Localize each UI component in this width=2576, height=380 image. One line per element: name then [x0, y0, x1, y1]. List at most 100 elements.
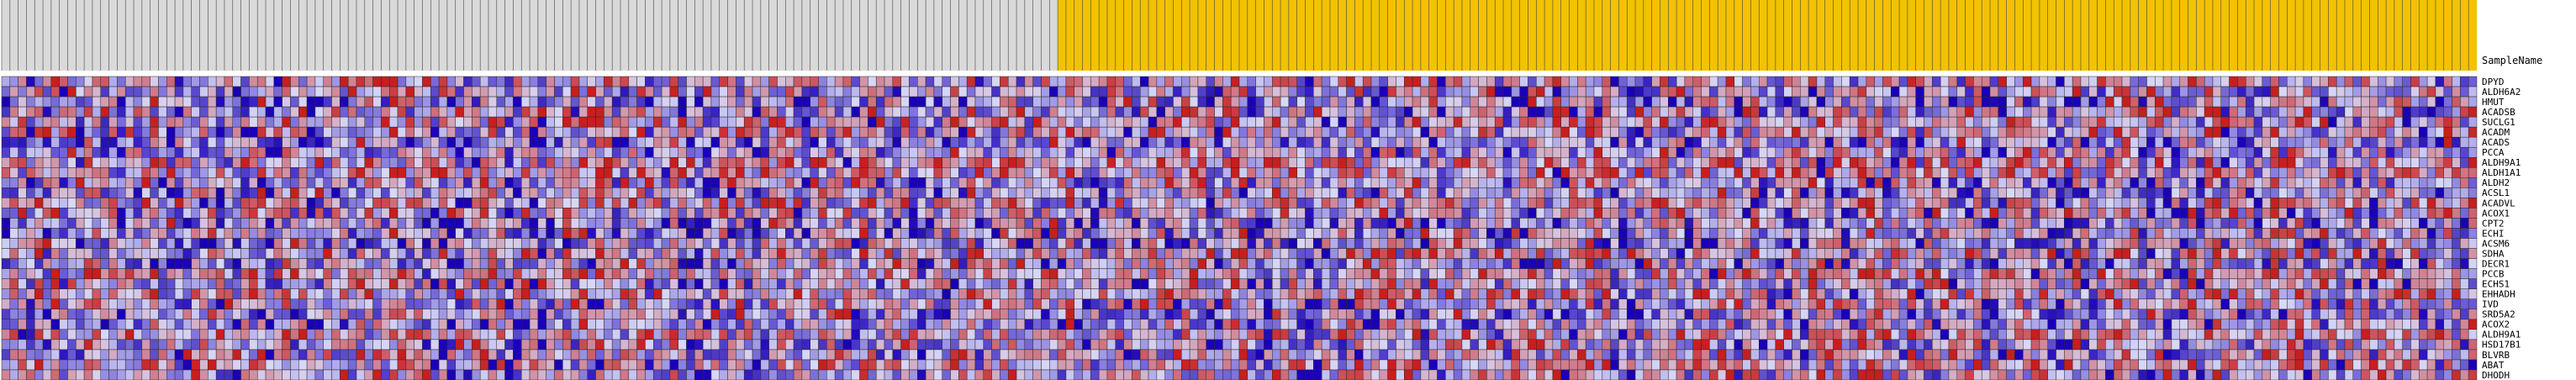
heatmap-cell — [875, 76, 885, 87]
heatmap-cell — [504, 198, 514, 208]
heatmap-cell — [340, 116, 349, 128]
heatmap-cell — [2039, 198, 2048, 208]
heatmap-cell — [2460, 86, 2469, 98]
heatmap-cell — [1932, 208, 1941, 219]
heatmap-cell — [2270, 76, 2279, 87]
heatmap-cell — [513, 106, 522, 118]
heatmap-cell — [678, 96, 687, 108]
heatmap-cell — [1346, 106, 1355, 118]
heatmap-cell — [834, 177, 844, 188]
heatmap-cell — [1519, 177, 1528, 188]
heatmap-cell — [191, 86, 200, 98]
heatmap-cell — [1660, 106, 1669, 118]
heatmap-cell — [562, 86, 572, 98]
heatmap-cell — [1478, 146, 1487, 158]
heatmap-cell — [1181, 157, 1190, 168]
heatmap-cell — [1775, 146, 1784, 158]
heatmap-cell — [875, 86, 885, 98]
heatmap-cell — [1511, 146, 1520, 158]
heatmap-cell — [2419, 157, 2428, 168]
heatmap-cell — [2006, 96, 2015, 108]
heatmap-cell — [1132, 76, 1141, 87]
heatmap-cell — [2452, 218, 2461, 229]
heatmap-cell — [1206, 86, 1215, 98]
heatmap-cell — [818, 228, 827, 239]
heatmap-cell — [100, 218, 109, 229]
heatmap-cell — [488, 198, 498, 208]
heatmap-cell — [1577, 126, 1586, 138]
heatmap-cell — [661, 208, 671, 219]
heatmap-cell — [2452, 116, 2461, 128]
heatmap-cell — [2014, 96, 2024, 108]
heatmap-cell — [942, 116, 951, 128]
heatmap-cell — [1610, 167, 1619, 178]
heatmap-cell — [1453, 116, 1463, 128]
heatmap-cell — [2245, 126, 2255, 138]
heatmap-cell — [2410, 76, 2420, 87]
heatmap-cell — [1272, 218, 1281, 229]
heatmap-cell — [2262, 76, 2271, 87]
heatmap-cell — [1445, 146, 1454, 158]
heatmap-cell — [1750, 157, 1760, 168]
heatmap-cell — [875, 116, 885, 128]
heatmap-cell — [232, 157, 241, 168]
heatmap-cell — [1057, 157, 1067, 168]
heatmap-cell — [1973, 106, 1982, 118]
heatmap-cell — [983, 208, 992, 219]
heatmap-cell — [810, 136, 819, 148]
heatmap-cell — [108, 86, 118, 98]
heatmap-cell — [719, 218, 728, 229]
heatmap-cell — [1173, 208, 1182, 219]
heatmap-cell — [942, 228, 951, 239]
heatmap-cell — [611, 116, 621, 128]
heatmap-cell — [414, 106, 423, 118]
heatmap-cell — [842, 157, 853, 168]
heatmap-cell — [1486, 96, 1496, 108]
heatmap-cell — [966, 218, 976, 229]
heatmap-cell — [1924, 198, 1933, 208]
heatmap-cell — [1841, 136, 1850, 148]
heatmap-cell — [2328, 218, 2337, 229]
heatmap-cell — [909, 106, 918, 118]
heatmap-cell — [842, 86, 853, 98]
heatmap-cell — [1000, 96, 1009, 108]
heatmap-cell — [2171, 136, 2180, 148]
heatmap-cell — [1338, 228, 1347, 239]
heatmap-cell — [604, 136, 613, 148]
heatmap-cell — [694, 157, 704, 168]
heatmap-cell — [1676, 126, 1686, 138]
heatmap-cell — [826, 86, 836, 98]
heatmap-cell — [2204, 116, 2214, 128]
heatmap-cell — [1082, 96, 1091, 108]
heatmap-cell — [1742, 167, 1751, 178]
heatmap-cell — [2204, 187, 2214, 198]
heatmap-cell — [438, 86, 448, 98]
heatmap-cell — [628, 126, 637, 138]
heatmap-cell — [1238, 157, 1248, 168]
heatmap-cell — [2294, 106, 2304, 118]
heatmap-cell — [1618, 116, 1628, 128]
heatmap-cell — [2229, 106, 2238, 118]
heatmap-cell — [158, 86, 167, 98]
heatmap-cell — [265, 146, 275, 158]
heatmap-cell — [909, 167, 918, 178]
heatmap-cell — [1973, 218, 1982, 229]
heatmap-cell — [124, 96, 135, 108]
heatmap-cell — [2212, 167, 2222, 178]
heatmap-cell — [520, 187, 531, 198]
heatmap-cell — [1264, 136, 1273, 148]
heatmap-cell — [1173, 126, 1182, 138]
heatmap-cell — [446, 116, 456, 128]
heatmap-cell — [2138, 116, 2147, 128]
heatmap-cell — [1420, 177, 1429, 188]
heatmap-cell — [669, 86, 678, 98]
heatmap-cell — [2394, 126, 2403, 138]
heatmap-cell — [974, 146, 984, 158]
heatmap-cell — [2220, 218, 2230, 229]
heatmap-cell — [1965, 198, 1974, 208]
heatmap-cell — [463, 218, 472, 229]
heatmap-cell — [1956, 86, 1966, 98]
heatmap-cell — [166, 218, 176, 229]
heatmap-cell — [1709, 187, 1718, 198]
heatmap-cell — [1041, 157, 1050, 168]
